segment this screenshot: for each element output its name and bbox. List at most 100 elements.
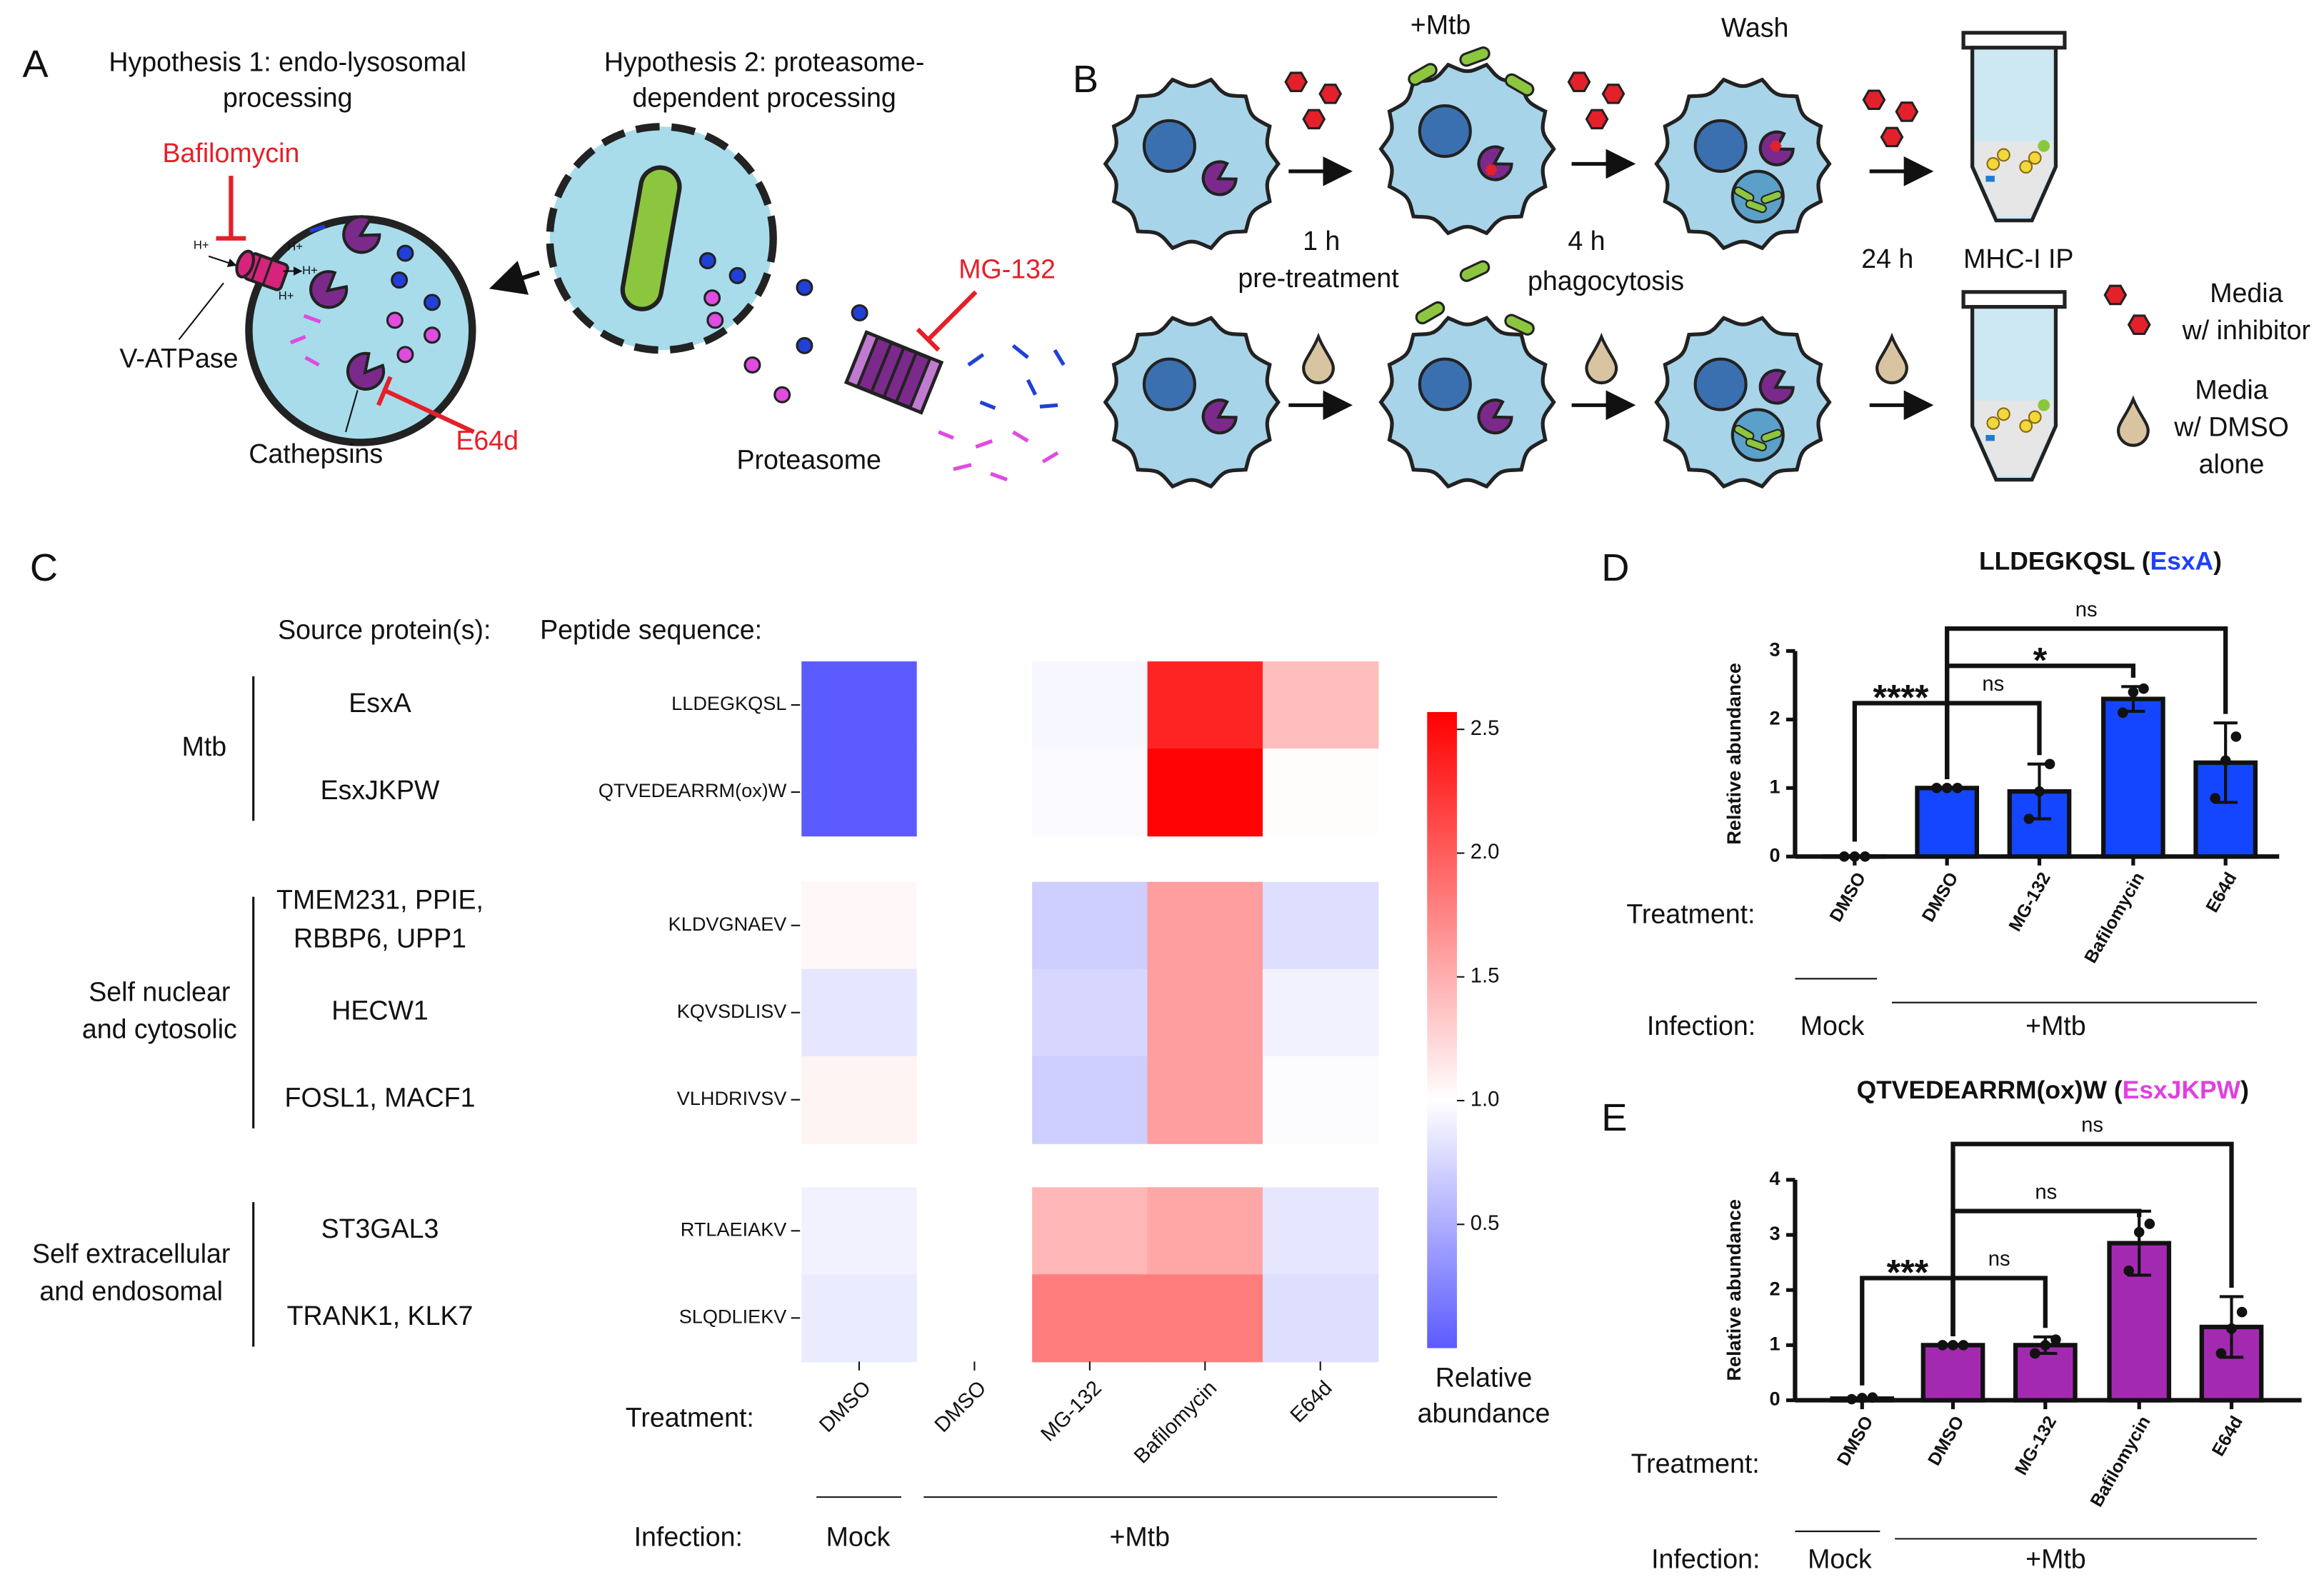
- inhibitor-bar: [376, 376, 393, 406]
- heatmap-cell: [1032, 1056, 1148, 1144]
- axis-label: Treatment:: [626, 1403, 754, 1433]
- significance-label: ns: [2081, 1113, 2103, 1136]
- nucleus: [1418, 357, 1472, 411]
- data-point: [1846, 1393, 1857, 1405]
- column-header: Source protein(s):: [278, 614, 491, 644]
- step-label: 4 h: [1568, 226, 1605, 256]
- inhibitor-label: E64d: [456, 425, 519, 455]
- panel-b: B +Mtb Wash 1 h pre-treatment 4 h phagoc…: [1073, 9, 2310, 489]
- arrow: [489, 261, 541, 295]
- legend-text: w/ inhibitor: [2182, 315, 2310, 345]
- chart-title: LLDEGKQSL (EsxA): [1979, 547, 2222, 576]
- data-point: [1867, 1392, 1878, 1403]
- bacterium: [1408, 63, 1438, 86]
- hypothesis-1: Hypothesis 1: endo-lysosomal: [109, 47, 466, 77]
- significance-label: *: [2033, 640, 2048, 680]
- significance-label: ns: [1982, 673, 2004, 696]
- nucleus: [1142, 357, 1196, 411]
- data-point: [2215, 1348, 2227, 1359]
- column-label: E64d: [1286, 1376, 1337, 1427]
- data-point: [2133, 1226, 2145, 1238]
- title-part: QTVEDEARRM(ox)W (: [1857, 1076, 2123, 1104]
- data-point: [1958, 1340, 1969, 1351]
- heatmap-cell: [1262, 749, 1379, 837]
- heatmap-cell: [1147, 749, 1264, 837]
- nucleus: [1693, 119, 1748, 173]
- data-point: [1860, 851, 1870, 862]
- data-point: [2220, 755, 2231, 766]
- charts: C Source protein(s): Peptide sequence: Mtb E…: [30, 546, 2302, 1574]
- group-label: Self nuclear: [89, 977, 230, 1007]
- heatmap-cell: [1147, 881, 1264, 970]
- heatmap-cell: [1147, 1274, 1264, 1363]
- title-part: EsxA: [2150, 547, 2214, 576]
- bacterium: [620, 165, 682, 311]
- v-atpase-icon: [235, 249, 289, 291]
- heatmap-cell: [1262, 1274, 1379, 1363]
- data-point: [1931, 783, 1942, 793]
- data-point: [2040, 1340, 2051, 1351]
- heatmap-cell: [801, 968, 918, 1057]
- data-point: [2117, 707, 2128, 719]
- protease: [1201, 399, 1238, 435]
- heatmap-cell: [801, 881, 918, 970]
- data-point: [2029, 1348, 2040, 1359]
- heatmap-cell: [801, 1187, 918, 1276]
- panel-label: D: [1601, 546, 1629, 589]
- title-part: LLDEGKQSL (: [1979, 547, 2150, 576]
- colorbar: [1427, 711, 1457, 1348]
- infection-group: +Mtb: [2025, 1544, 2085, 1574]
- heatmap-cell: [801, 1274, 918, 1363]
- y-tick-label: 3: [1769, 639, 1780, 661]
- axis-label: Treatment:: [1626, 899, 1755, 929]
- heatmap-cell: [916, 881, 1033, 970]
- group-label: Mtb: [182, 731, 227, 761]
- title-part: ): [2240, 1076, 2249, 1104]
- bacterium: [1760, 429, 1783, 443]
- infection-group: Mock: [826, 1521, 891, 1551]
- heatmap-cell: [1147, 1187, 1264, 1276]
- significance-bracket: [1945, 701, 2042, 779]
- cell: [1103, 316, 1281, 489]
- data-point: [2230, 731, 2242, 742]
- colorbar-label: abundance: [1418, 1398, 1551, 1428]
- panel-a: A Hypothesis 1: endo-lysosomal processin…: [22, 43, 1066, 482]
- axis-label: Infection:: [1647, 1011, 1755, 1041]
- cell: [1654, 316, 1832, 489]
- protease-label: Cathepsins: [249, 439, 383, 469]
- heatmap-cell: [1262, 661, 1379, 750]
- axis-label: Infection:: [1651, 1544, 1760, 1574]
- legend-text: w/ DMSO: [2173, 412, 2289, 442]
- inhibitor-molecule: [1601, 84, 1626, 104]
- significance-label: ns: [2035, 1181, 2057, 1203]
- heatmap-cell: [801, 661, 918, 750]
- step-label: 24 h: [1861, 244, 1913, 274]
- heatmap-cell: [916, 968, 1033, 1057]
- colorbar-label: Relative: [1436, 1362, 1533, 1392]
- cell: [1103, 77, 1281, 251]
- peptide-label: SLQDLIEKV: [679, 1305, 787, 1327]
- inhibitor-molecule: [1880, 126, 1904, 148]
- source-protein: TRANK1, KLK7: [287, 1301, 474, 1331]
- data-point: [2236, 1306, 2248, 1318]
- y-tick-label: 1: [1769, 775, 1780, 797]
- phagosome: [1731, 408, 1785, 462]
- cell: [1378, 316, 1556, 489]
- panel-label: E: [1601, 1096, 1627, 1139]
- x-tick-label: E64d: [2202, 869, 2240, 916]
- nucleus: [1693, 357, 1748, 411]
- heatmap-cell: [801, 1056, 918, 1144]
- source-protein: RBBP6, UPP1: [294, 923, 466, 953]
- group-label: and cytosolic: [82, 1014, 237, 1044]
- peptide-label: QTVEDEARRM(ox)W: [598, 779, 787, 801]
- heatmap-cell: [1032, 661, 1148, 750]
- bacterium: [1504, 314, 1535, 336]
- peptide-fragments: [289, 224, 326, 367]
- dmso-drop: [2116, 395, 2150, 447]
- data-point: [2138, 683, 2149, 694]
- cell: [1654, 77, 1832, 251]
- protease: [1201, 160, 1238, 196]
- y-axis-label: Relative abundance: [1723, 1199, 1745, 1381]
